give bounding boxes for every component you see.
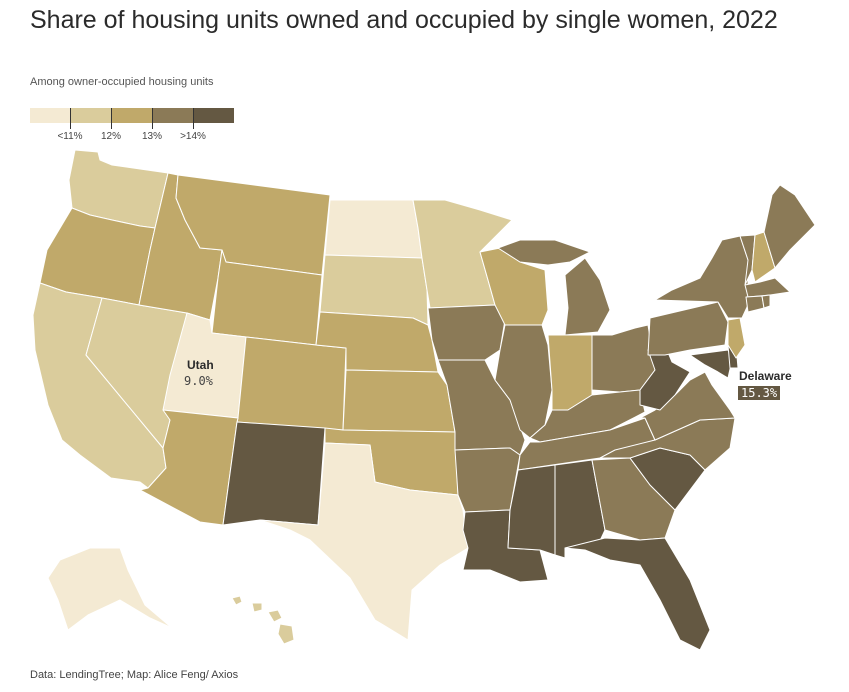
state-maine <box>763 184 816 269</box>
state-connecticut <box>745 295 765 313</box>
legend-bar <box>30 108 234 123</box>
state-texas <box>259 442 469 641</box>
state-michigan-lower <box>564 257 611 336</box>
legend-tick <box>193 108 194 129</box>
state-iowa <box>427 304 506 361</box>
legend-label: 12% <box>100 131 122 142</box>
state-north-dakota <box>324 199 423 259</box>
legend-label: >14% <box>180 131 206 142</box>
state-hawaii-3 <box>267 609 283 623</box>
page-title: Share of housing units owned and occupie… <box>30 6 778 34</box>
state-massachusetts <box>744 277 791 298</box>
source-credit: Data: LendingTree; Map: Alice Feng/ Axio… <box>30 669 239 681</box>
state-pennsylvania <box>647 301 729 356</box>
state-hawaii-4 <box>277 623 295 645</box>
state-kansas <box>342 369 456 433</box>
legend-swatch-4 <box>152 108 194 123</box>
legend-label: 13% <box>141 131 163 142</box>
state-new-hampshire <box>751 231 776 283</box>
legend-tick <box>111 108 112 129</box>
legend-swatch-2 <box>70 108 112 123</box>
subtitle: Among owner-occupied housing units <box>30 76 214 88</box>
state-alaska <box>47 547 173 631</box>
state-hawaii <box>231 595 243 606</box>
utah-callout-name: Utah <box>187 358 214 372</box>
utah-callout-value: 9.0% <box>184 374 213 388</box>
delaware-callout-value: 15.3% <box>738 386 781 400</box>
legend-swatch-1 <box>30 108 71 123</box>
state-new-mexico <box>222 421 326 526</box>
state-colorado <box>236 336 347 431</box>
state-kentucky <box>529 389 646 443</box>
state-arizona <box>139 409 239 526</box>
legend-tick <box>70 108 71 129</box>
state-arkansas <box>454 447 521 513</box>
legend-tick <box>152 108 153 129</box>
legend-label: <11% <box>57 131 83 142</box>
delaware-callout-name: Delaware <box>739 369 792 383</box>
legend-swatch-3 <box>111 108 153 123</box>
state-hawaii-2 <box>251 602 263 613</box>
state-michigan-upper <box>497 239 591 266</box>
state-maryland <box>689 349 733 379</box>
state-florida <box>564 537 711 651</box>
legend-swatch-5 <box>193 108 234 123</box>
legend: <11% 12% 13% >14% <box>30 108 234 142</box>
state-vermont <box>739 234 756 286</box>
state-rhode-island <box>761 294 771 309</box>
